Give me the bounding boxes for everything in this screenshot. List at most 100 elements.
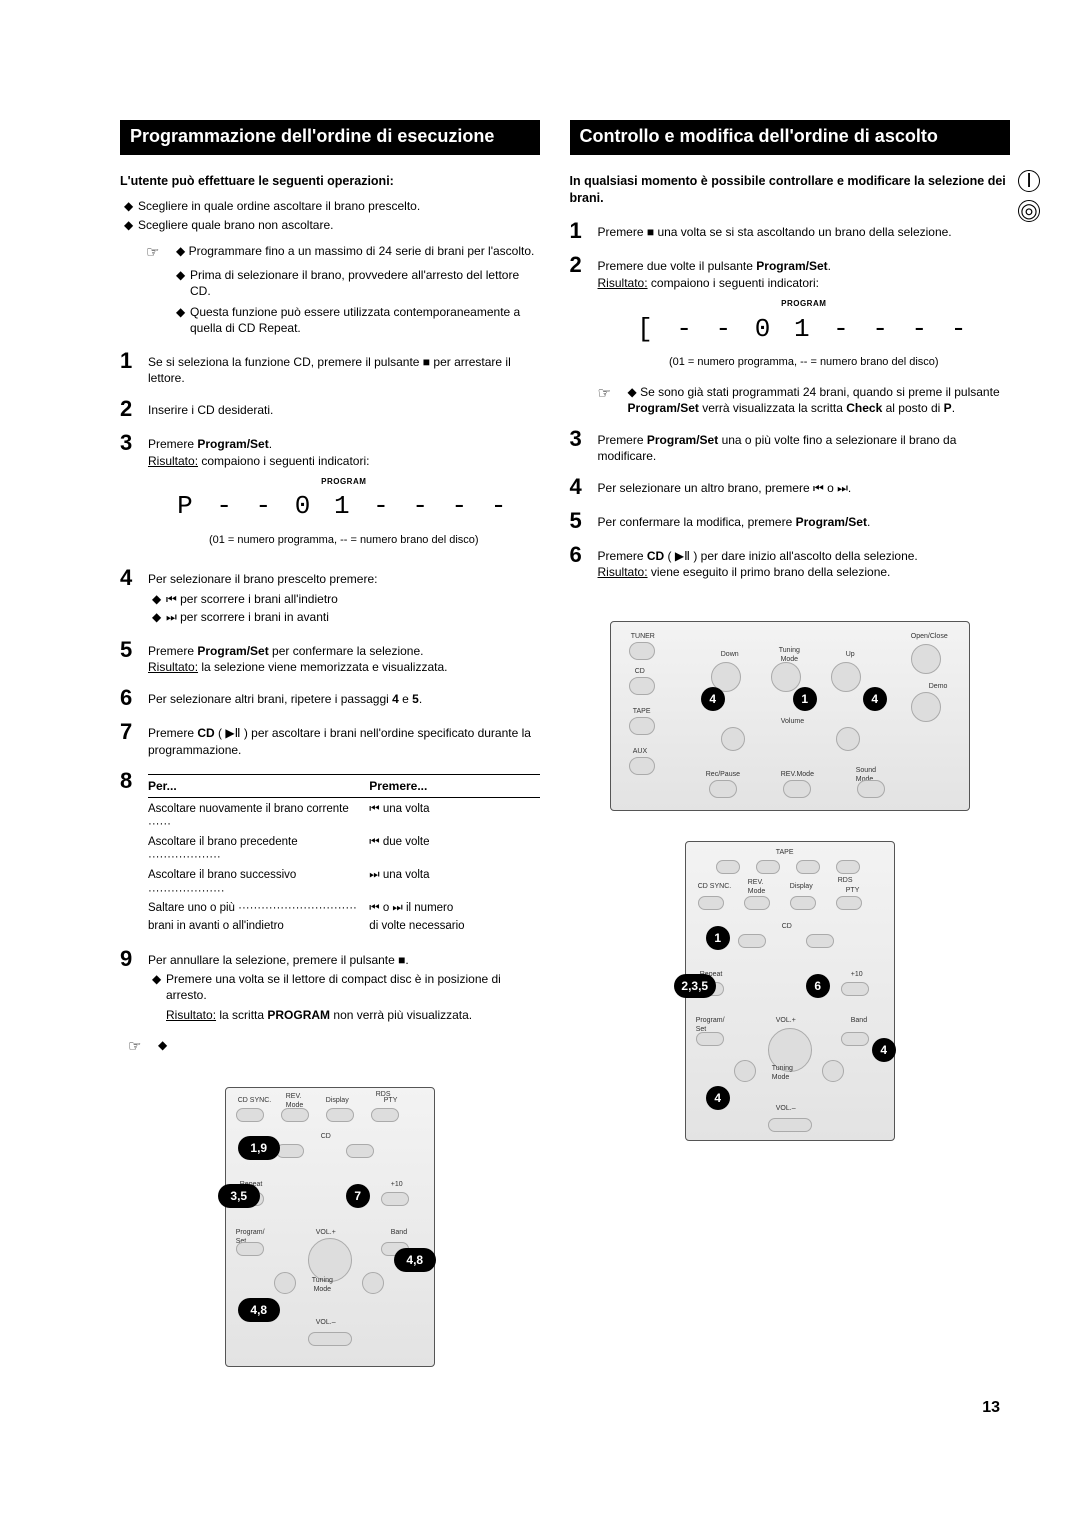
step-number: 1	[570, 220, 598, 242]
label: Down	[721, 650, 739, 659]
callout: 1	[706, 926, 730, 950]
td: Saltare uno o più ······················…	[148, 901, 369, 917]
right-intro: In qualsiasi momento è possibile control…	[570, 173, 1010, 207]
result-label: Risultato:	[166, 1008, 216, 1022]
step-body: Premere Program/Set una o più volte fino…	[598, 428, 1010, 464]
label: Open/Close	[911, 632, 948, 641]
step-number: 5	[570, 510, 598, 532]
text: Program/Set	[796, 515, 867, 529]
result-label: Risultato:	[598, 565, 648, 579]
step-number: 3	[570, 428, 598, 464]
step-number: 2	[570, 254, 598, 415]
panel-illustration: TUNER CD TAPE AUX Down Tuning Mode Up Op…	[610, 621, 970, 811]
label: VOL.–	[316, 1318, 336, 1327]
text: Per confermare la modifica, premere	[598, 515, 796, 529]
label: Demo	[929, 682, 948, 691]
callout: 7	[346, 1184, 370, 1208]
label: Rec/Pause	[706, 770, 740, 779]
label: TUNER	[631, 632, 655, 641]
remote-illustration: CD SYNC. REV. Mode Display RDS PTY CD Re…	[225, 1087, 435, 1367]
td: ⏮ una volta	[369, 802, 539, 833]
text: compaiono i seguenti indicatori:	[651, 276, 819, 290]
text: Program/Set	[647, 433, 718, 447]
text: Program/Set	[628, 401, 699, 415]
table-row: Ascoltare nuovamente il brano corrente ·…	[148, 802, 540, 833]
result-label: Risultato:	[598, 276, 648, 290]
text: al posto di	[882, 401, 943, 415]
left-sub-bullets: ◆Prima di selezionare il brano, provvede…	[176, 267, 540, 336]
callout: 1,9	[238, 1136, 280, 1160]
step-number: 7	[120, 721, 148, 757]
text: Program/Set	[197, 644, 268, 658]
text: P	[944, 401, 952, 415]
label: Tuning Mode	[772, 1064, 793, 1083]
left-final-note: ☞ ◆	[128, 1037, 540, 1057]
text: Se sono già stati programmati 24 brani, …	[640, 385, 1000, 399]
callout: 4	[701, 687, 725, 711]
label: +10	[851, 970, 863, 979]
td: ⏮ o ⏭ il numero	[369, 901, 539, 917]
program-label: PROGRAM	[598, 299, 1010, 310]
text: e	[399, 692, 412, 706]
text: ⏭ per scorrere i brani in avanti	[166, 609, 329, 625]
step-number: 6	[120, 687, 148, 709]
bullet-icon: ◆	[152, 971, 166, 1003]
display-indicator: PROGRAM P - - 0 1 - - - -	[148, 477, 540, 525]
text: Premere due volte il pulsante	[598, 259, 757, 273]
text: Per selezionare il brano prescelto preme…	[148, 572, 377, 586]
sub-bullet: Questa funzione può essere utilizzata co…	[190, 304, 540, 336]
display-indicator: PROGRAM [ - - 0 1 - - - -	[598, 299, 1010, 347]
table-row: Ascoltare il brano precedente ··········…	[148, 835, 540, 866]
step-body: Per annullare la selezione, premere il p…	[148, 948, 540, 1023]
callout: 4,8	[394, 1248, 436, 1272]
step-body: Inserire i CD desiderati.	[148, 398, 540, 420]
text: Premere	[148, 437, 197, 451]
label: TAPE	[633, 707, 651, 716]
left-hand-note: ☞ ◆ Programmare fino a un massimo di 24 …	[146, 243, 540, 263]
step-number: 6	[570, 544, 598, 580]
step-body: Premere CD ( ▶Ⅱ ) per ascoltare i brani …	[148, 721, 540, 757]
display-caption: (01 = numero programma, -- = numero bran…	[148, 533, 540, 548]
sub-bullet: Prima di selezionare il brano, provveder…	[190, 267, 540, 299]
text: 4	[392, 692, 399, 706]
callout: 2,3,5	[674, 974, 716, 998]
result-label: Risultato:	[148, 660, 198, 674]
table-header: Per... Premere...	[148, 774, 540, 798]
label: TAPE	[776, 848, 794, 857]
result-label: Risultato:	[148, 454, 198, 468]
step-number: 2	[120, 398, 148, 420]
page-number: 13	[120, 1397, 1010, 1419]
label: Volume	[781, 717, 804, 726]
label: CD SYNC.	[238, 1096, 271, 1105]
left-intro-heading: L'utente può effettuare le seguenti oper…	[120, 173, 540, 190]
left-steps: 1 Se si seleziona la funzione CD, premer…	[120, 350, 540, 1023]
text: Premere	[598, 549, 647, 563]
td: Ascoltare il brano successivo ··········…	[148, 868, 369, 899]
step-number: 1	[120, 350, 148, 386]
remote-illustration-2: TAPE CD SYNC. REV. Mode Display RDS PTY …	[685, 841, 895, 1141]
callout: 4,8	[238, 1298, 280, 1322]
label: PTY	[384, 1096, 398, 1105]
margin-language-marks: I ◎	[1018, 170, 1040, 230]
hand-icon: ☞	[598, 384, 628, 416]
text: Program/Set	[756, 259, 827, 273]
text: ⏮ per scorrere i brani all'indietro	[166, 591, 338, 607]
callout: 4	[863, 687, 887, 711]
display-caption: (01 = numero programma, -- = numero bran…	[598, 355, 1010, 370]
label: AUX	[633, 747, 647, 756]
label: VOL.–	[776, 1104, 796, 1113]
bullet-icon: ◆	[152, 591, 166, 607]
text: Check	[846, 401, 882, 415]
td: ⏮ due volte	[369, 835, 539, 866]
right-column: Controllo e modifica dell'ordine di asco…	[570, 120, 1010, 1367]
text: non verrà più visualizzata.	[330, 1008, 472, 1022]
right-steps: 1 Premere ■ una volta se si sta ascoltan…	[570, 220, 1010, 580]
left-column: Programmazione dell'ordine di esecuzione…	[120, 120, 540, 1367]
label: CD	[782, 922, 792, 931]
text: .	[269, 437, 272, 451]
label: VOL.+	[316, 1228, 336, 1237]
text: Program/Set	[197, 437, 268, 451]
table-row: Saltare uno o più ······················…	[148, 901, 540, 917]
text: Premere una volta se il lettore di compa…	[166, 971, 540, 1003]
th: Per...	[148, 778, 369, 794]
